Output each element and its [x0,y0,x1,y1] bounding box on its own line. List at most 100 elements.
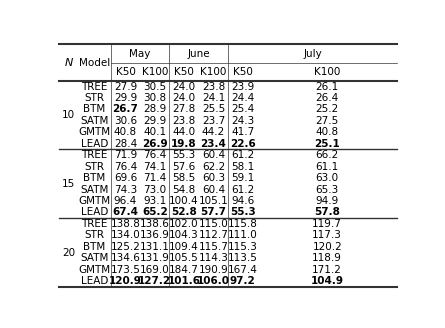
Text: 20: 20 [62,248,75,257]
Text: LEAD: LEAD [81,207,108,217]
Text: 27.9: 27.9 [114,81,137,92]
Text: 25.1: 25.1 [314,139,340,149]
Text: 29.9: 29.9 [143,116,166,126]
Text: 114.3: 114.3 [198,253,228,263]
Text: K100: K100 [200,67,227,77]
Text: 23.4: 23.4 [200,139,227,149]
Text: GMTM: GMTM [78,127,110,137]
Text: 44.0: 44.0 [173,127,196,137]
Text: 167.4: 167.4 [228,265,258,275]
Text: 169.0: 169.0 [140,265,170,275]
Text: 111.0: 111.0 [228,230,258,240]
Text: 104.9: 104.9 [311,276,344,286]
Text: 24.3: 24.3 [231,116,255,126]
Text: 109.4: 109.4 [169,242,199,252]
Text: 60.4: 60.4 [202,185,225,195]
Text: TREE: TREE [81,81,108,92]
Text: 76.4: 76.4 [114,162,137,172]
Text: LEAD: LEAD [81,139,108,149]
Text: 58.1: 58.1 [231,162,255,172]
Text: 138.6: 138.6 [140,219,170,229]
Text: 55.3: 55.3 [173,150,196,160]
Text: 25.5: 25.5 [202,104,225,114]
Text: GMTM: GMTM [78,265,110,275]
Text: 105.5: 105.5 [169,253,199,263]
Text: 65.2: 65.2 [142,207,168,217]
Text: 40.1: 40.1 [143,127,166,137]
Text: SATM: SATM [80,116,109,126]
Text: 30.8: 30.8 [143,93,166,103]
Text: 30.5: 30.5 [143,81,166,92]
Text: STR: STR [85,162,105,172]
Text: 93.1: 93.1 [143,196,166,206]
Text: 65.3: 65.3 [316,185,339,195]
Text: 61.1: 61.1 [316,162,339,172]
Text: July: July [303,49,322,58]
Text: 30.6: 30.6 [114,116,137,126]
Text: May: May [129,49,151,58]
Text: 24.0: 24.0 [173,81,196,92]
Text: 115.0: 115.0 [198,219,228,229]
Text: 54.8: 54.8 [173,185,196,195]
Text: 76.4: 76.4 [143,150,166,160]
Text: 10: 10 [62,110,75,120]
Text: 131.1: 131.1 [140,242,170,252]
Text: 101.6: 101.6 [168,276,201,286]
Text: 60.4: 60.4 [202,150,225,160]
Text: STR: STR [85,93,105,103]
Text: 23.8: 23.8 [173,116,196,126]
Text: 40.8: 40.8 [316,127,339,137]
Text: 27.8: 27.8 [173,104,196,114]
Text: 134.0: 134.0 [111,230,140,240]
Text: 67.4: 67.4 [113,207,138,217]
Text: 125.2: 125.2 [110,242,141,252]
Text: LEAD: LEAD [81,276,108,286]
Text: 23.8: 23.8 [202,81,225,92]
Text: 41.7: 41.7 [231,127,255,137]
Text: 15: 15 [62,179,75,189]
Text: K50: K50 [116,67,135,77]
Text: June: June [187,49,210,58]
Text: BTM: BTM [83,242,105,252]
Text: 190.9: 190.9 [198,265,228,275]
Text: 112.7: 112.7 [198,230,228,240]
Text: 63.0: 63.0 [316,173,339,183]
Text: 74.3: 74.3 [114,185,137,195]
Text: 94.9: 94.9 [316,196,339,206]
Text: 171.2: 171.2 [312,265,342,275]
Text: STR: STR [85,230,105,240]
Text: Model: Model [79,58,110,68]
Text: BTM: BTM [83,173,105,183]
Text: 24.1: 24.1 [202,93,225,103]
Text: 26.4: 26.4 [316,93,339,103]
Text: 106.0: 106.0 [197,276,230,286]
Text: 115.7: 115.7 [198,242,228,252]
Text: K50: K50 [233,67,253,77]
Text: 27.5: 27.5 [316,116,339,126]
Text: K100: K100 [314,67,340,77]
Text: 26.9: 26.9 [142,139,168,149]
Text: 55.3: 55.3 [230,207,255,217]
Text: GMTM: GMTM [78,196,110,206]
Text: 25.4: 25.4 [231,104,255,114]
Text: 24.0: 24.0 [173,93,196,103]
Text: 61.2: 61.2 [231,150,255,160]
Text: 40.8: 40.8 [114,127,137,137]
Text: 120.2: 120.2 [312,242,342,252]
Text: 23.9: 23.9 [231,81,255,92]
Text: 59.1: 59.1 [231,173,255,183]
Text: 105.1: 105.1 [198,196,228,206]
Text: 28.4: 28.4 [114,139,137,149]
Text: 25.2: 25.2 [316,104,339,114]
Text: 74.1: 74.1 [143,162,166,172]
Text: 29.9: 29.9 [114,93,137,103]
Text: 138.8: 138.8 [110,219,141,229]
Text: 71.9: 71.9 [114,150,137,160]
Text: 57.6: 57.6 [173,162,196,172]
Text: 57.7: 57.7 [200,207,227,217]
Text: 184.7: 184.7 [169,265,199,275]
Text: 115.3: 115.3 [228,242,258,252]
Text: 120.9: 120.9 [109,276,142,286]
Text: 97.2: 97.2 [230,276,255,286]
Text: 131.9: 131.9 [140,253,170,263]
